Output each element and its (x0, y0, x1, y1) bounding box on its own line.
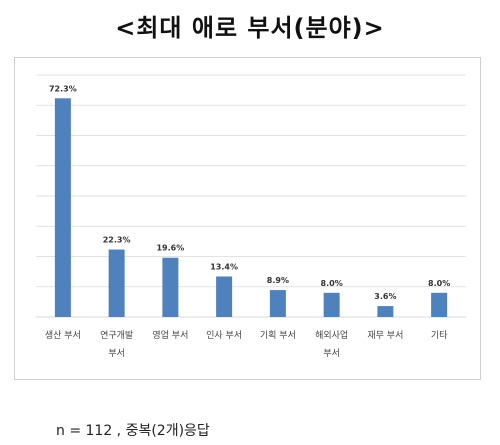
data-label: 8.0% (428, 279, 450, 288)
bar (431, 292, 448, 317)
data-label: 22.3% (103, 236, 131, 245)
category-label: 부서 (323, 348, 340, 359)
category-label: 인사 부서 (206, 330, 242, 341)
category-label: 기타 (431, 330, 448, 341)
bar (377, 306, 394, 317)
bar (162, 257, 179, 317)
data-label: 8.0% (321, 279, 343, 288)
chart-title: <최대 애로 부서(분야)> (115, 14, 385, 42)
chart-frame (14, 57, 481, 380)
gridlines (36, 74, 466, 318)
data-label: 13.4% (210, 262, 238, 271)
category-label: 연구개발 (100, 330, 133, 341)
category-label: 기획 부서 (260, 329, 296, 341)
bar (216, 276, 233, 317)
category-label: 재무 부서 (367, 330, 403, 341)
sample-note: n = 112 , 중복(2개)응답 (56, 423, 210, 439)
bars (54, 98, 448, 317)
category-label: 생산 부서 (45, 330, 81, 341)
data-label: 72.3% (49, 84, 77, 93)
data-label: 19.6% (156, 244, 184, 253)
category-label: 영업 부서 (152, 330, 188, 341)
data-labels: 72.3% 22.3% 19.6% 13.4% 8.9% 8.0% 3.6% 8.0% (49, 84, 450, 301)
bar (108, 249, 125, 317)
bar (323, 292, 340, 317)
category-label: 해외사업 (315, 329, 348, 341)
bar (269, 290, 286, 317)
bar (54, 98, 71, 317)
data-label: 3.6% (374, 292, 396, 301)
category-label: 부서 (108, 348, 125, 359)
data-label: 8.9% (267, 276, 289, 285)
